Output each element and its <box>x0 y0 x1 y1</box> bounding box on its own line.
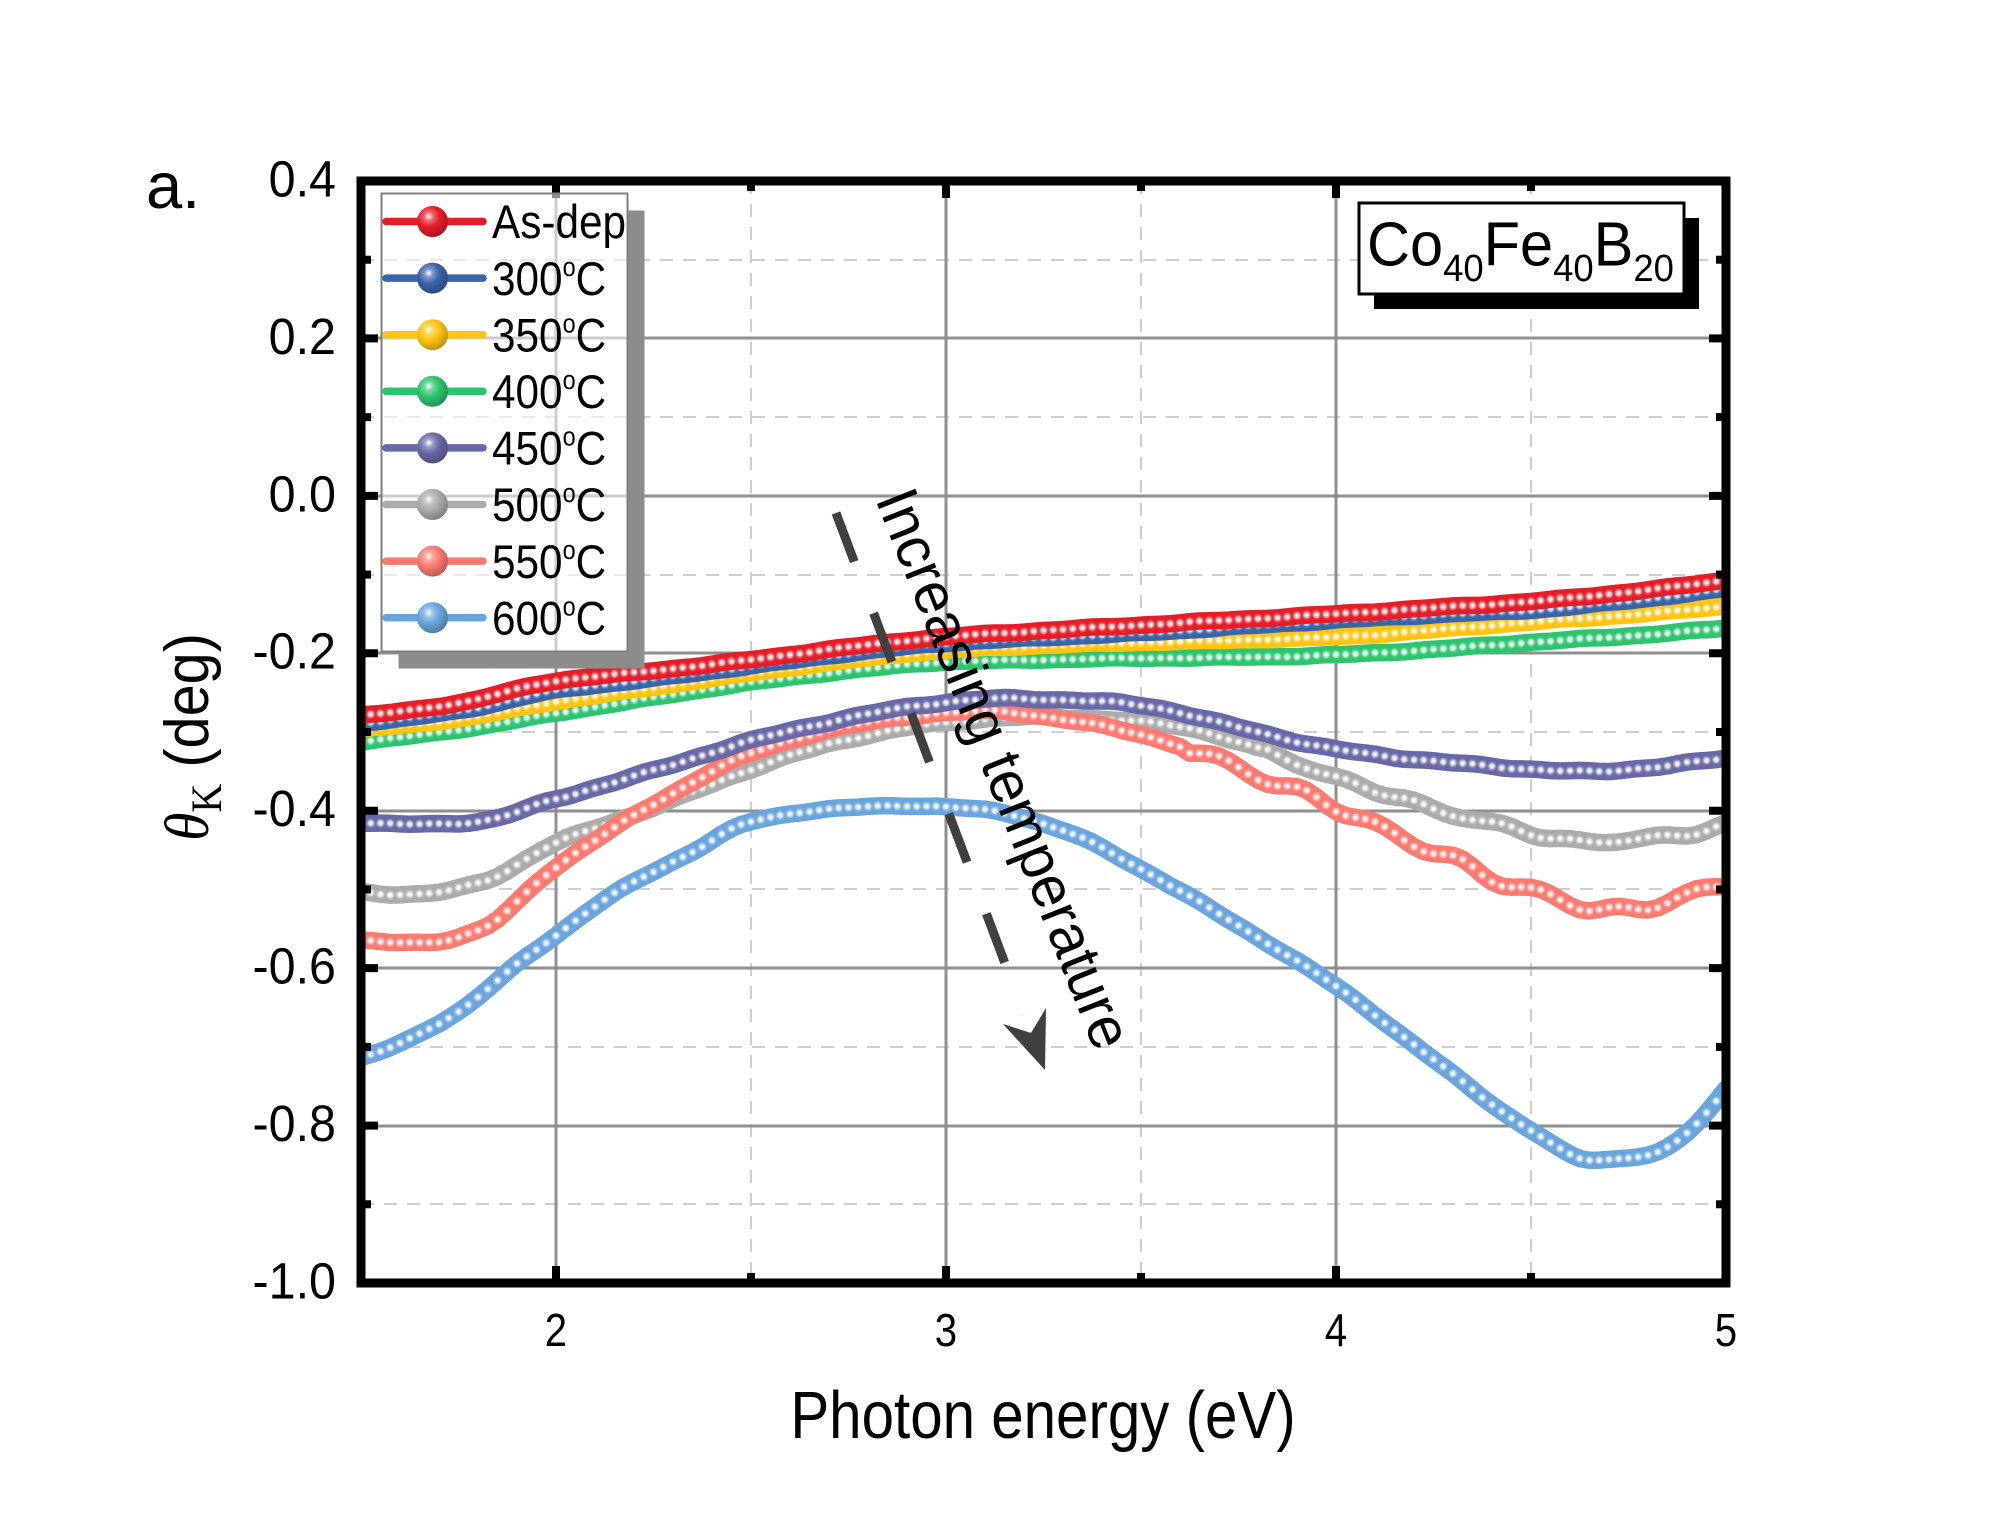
svg-text:0.0: 0.0 <box>269 465 336 522</box>
svg-text:5: 5 <box>1715 1306 1737 1357</box>
svg-text:3: 3 <box>935 1306 957 1357</box>
svg-text:500oC: 500oC <box>492 480 606 532</box>
svg-text:300oC: 300oC <box>492 254 606 306</box>
svg-text:-0.4: -0.4 <box>253 780 336 837</box>
svg-text:4: 4 <box>1325 1306 1347 1357</box>
svg-text:450oC: 450oC <box>492 424 606 476</box>
svg-text:Co40Fe40B20: Co40Fe40B20 <box>1367 209 1674 289</box>
svg-text:350oC: 350oC <box>492 310 606 362</box>
svg-text:Photon energy (eV): Photon energy (eV) <box>790 1378 1295 1453</box>
svg-text:-0.8: -0.8 <box>253 1095 336 1152</box>
svg-text:-0.2: -0.2 <box>253 623 336 680</box>
svg-text:600oC: 600oC <box>492 593 606 645</box>
svg-text:0.4: 0.4 <box>269 150 336 207</box>
svg-text:a.: a. <box>146 149 200 222</box>
svg-text:2: 2 <box>545 1306 567 1357</box>
svg-text:550oC: 550oC <box>492 537 606 589</box>
svg-text:As-dep: As-dep <box>492 197 626 249</box>
svg-text:0.2: 0.2 <box>269 308 336 365</box>
svg-text:-1.0: -1.0 <box>253 1252 336 1309</box>
svg-text:-0.6: -0.6 <box>253 937 336 994</box>
svg-text:400oC: 400oC <box>492 367 606 419</box>
svg-text:θK (deg): θK (deg) <box>152 633 230 841</box>
